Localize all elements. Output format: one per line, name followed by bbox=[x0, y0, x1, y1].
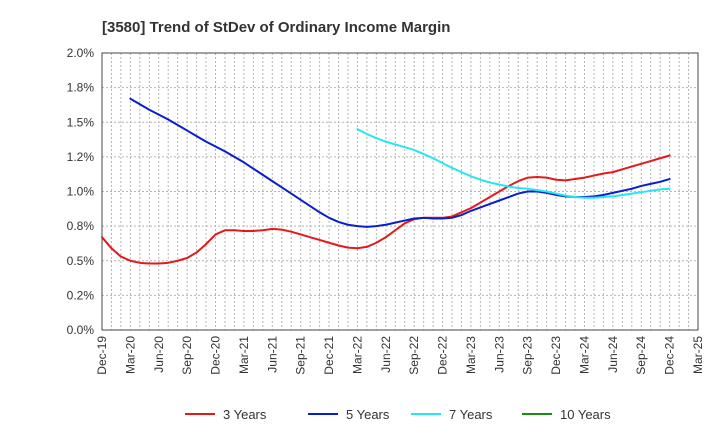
legend-label: 3 Years bbox=[223, 407, 267, 422]
y-tick-label: 1.0% bbox=[67, 185, 95, 199]
x-tick-label: Sep-21 bbox=[294, 336, 308, 375]
x-tick-label: Sep-22 bbox=[407, 336, 421, 375]
y-tick-label: 0.0% bbox=[67, 323, 95, 337]
y-tick-labels: 0.0% 0.2% 0.5% 0.8% 1.0% 1.2% 1.5% 1.8% 2.0% bbox=[67, 46, 95, 337]
x-tick-label: Mar-24 bbox=[577, 336, 591, 374]
axes bbox=[101, 52, 699, 331]
y-tick-label: 1.2% bbox=[67, 150, 95, 164]
grid-lines bbox=[102, 52, 698, 330]
y-tick-label: 1.8% bbox=[67, 81, 95, 95]
x-tick-label: Sep-24 bbox=[634, 336, 648, 375]
x-tick-label: Jun-22 bbox=[379, 336, 393, 373]
x-tick-label: Jun-20 bbox=[152, 336, 166, 373]
x-tick-labels: Dec-19 Mar-20 Jun-20 Sep-20 Dec-20 Mar-21 Jun-… bbox=[95, 336, 705, 375]
x-tick-label: Jun-24 bbox=[606, 336, 620, 373]
y-tick-label: 0.5% bbox=[67, 254, 95, 268]
series-lines bbox=[101, 97, 671, 265]
x-tick-label: Mar-23 bbox=[464, 336, 478, 374]
series-line-3-years bbox=[101, 154, 671, 265]
x-tick-label: Dec-19 bbox=[95, 336, 109, 375]
x-tick-label: Jun-23 bbox=[492, 336, 506, 373]
x-tick-label: Dec-24 bbox=[663, 336, 677, 375]
series-line-5-years bbox=[129, 97, 671, 228]
y-tick-label: 0.8% bbox=[67, 219, 95, 233]
plot-frame bbox=[101, 52, 699, 331]
y-tick-label: 2.0% bbox=[67, 46, 95, 60]
legend: 3 Years 5 Years 7 Years 10 Years bbox=[185, 407, 611, 422]
x-tick-label: Dec-22 bbox=[436, 336, 450, 375]
x-tick-label: Dec-23 bbox=[549, 336, 563, 375]
legend-label: 10 Years bbox=[560, 407, 611, 422]
y-tick-label: 1.5% bbox=[67, 115, 95, 129]
x-tick-label: Mar-20 bbox=[123, 336, 137, 374]
series-line-7-years bbox=[356, 128, 671, 199]
x-tick-label: Sep-20 bbox=[180, 336, 194, 375]
y-tick-label: 0.2% bbox=[67, 288, 95, 302]
legend-label: 5 Years bbox=[346, 407, 390, 422]
x-tick-label: Dec-20 bbox=[209, 336, 223, 375]
x-tick-label: Mar-25 bbox=[691, 336, 705, 374]
x-tick-label: Mar-22 bbox=[350, 336, 364, 374]
x-tick-label: Dec-21 bbox=[322, 336, 336, 375]
chart-title: [3580] Trend of StDev of Ordinary Income… bbox=[102, 19, 450, 36]
x-tick-label: Mar-21 bbox=[237, 336, 251, 374]
x-tick-label: Sep-23 bbox=[521, 336, 535, 375]
legend-label: 7 Years bbox=[449, 407, 493, 422]
x-tick-label: Jun-21 bbox=[265, 336, 279, 373]
